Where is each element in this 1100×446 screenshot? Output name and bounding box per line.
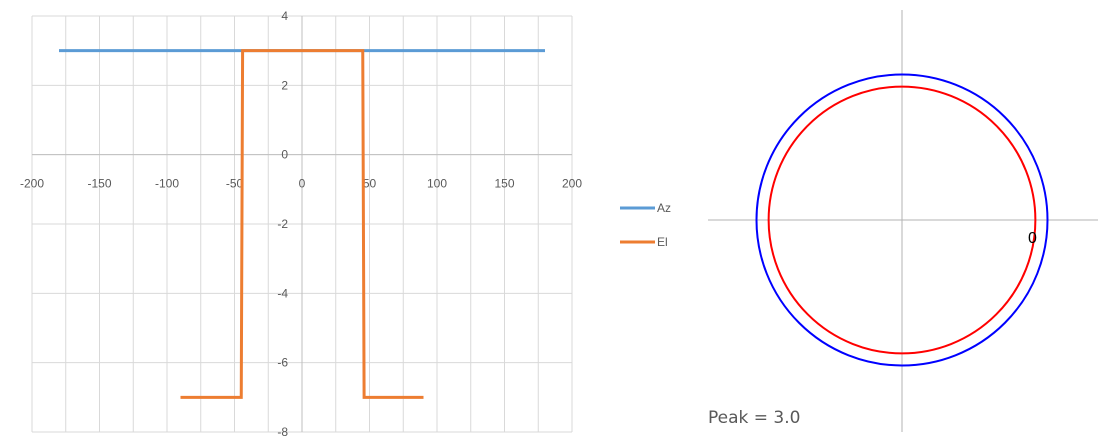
x-tick-label: 0 [299, 177, 306, 191]
y-tick-label: 0 [281, 148, 288, 162]
legend: Az El [620, 201, 671, 249]
x-tick-label: -200 [20, 177, 44, 191]
y-tick-label: 2 [281, 78, 288, 92]
y-tick-label: -8 [277, 425, 288, 439]
x-tick-label: -50 [226, 177, 244, 191]
x-tick-label: 50 [363, 177, 377, 191]
polar-axes [708, 10, 1098, 432]
x-tick-label: 100 [427, 177, 447, 191]
polar-series [755, 73, 1049, 367]
cartesian-series [59, 49, 545, 399]
x-tick-label: -150 [87, 177, 111, 191]
y-tick-label: -6 [277, 356, 288, 370]
y-tick-label: 4 [281, 9, 288, 23]
x-tick-label: 150 [494, 177, 514, 191]
x-tick-label: -100 [155, 177, 179, 191]
y-tick-label: -4 [277, 286, 288, 300]
peak-readout: Peak = 3.0 [708, 408, 800, 428]
y-tick-labels: 4 2 0 -2 -4 -6 -8 [277, 9, 288, 439]
polar-trace-el [767, 85, 1037, 355]
polar-trace-az [755, 73, 1049, 367]
x-tick-labels: -200 -150 -100 -50 0 50 100 150 200 [20, 177, 582, 191]
polar-plot: 0 [708, 10, 1098, 432]
polar-angle-label: 0 [1028, 230, 1037, 247]
legend-label-el: El [657, 235, 668, 249]
legend-label-az: Az [657, 201, 671, 215]
x-tick-label: 200 [562, 177, 582, 191]
cartesian-axes [32, 16, 572, 432]
series-line-el [180, 49, 424, 399]
y-tick-label: -2 [277, 217, 288, 231]
